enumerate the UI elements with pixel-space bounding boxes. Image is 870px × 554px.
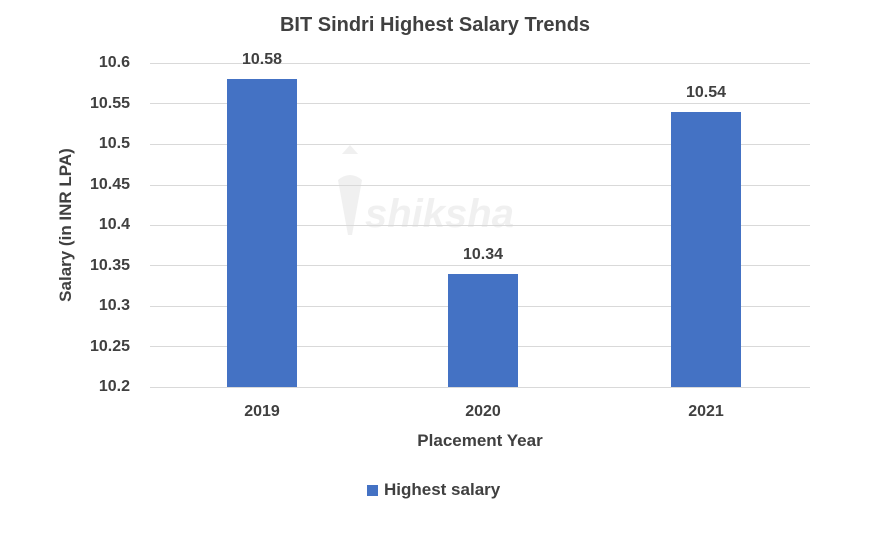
gridline (150, 225, 810, 226)
chart-title: BIT Sindri Highest Salary Trends (279, 14, 591, 36)
y-tick-label: 10.6 (98, 54, 130, 71)
x-tick-label: 2019 (244, 403, 280, 420)
watermark: shiksha (330, 140, 514, 245)
legend: Highest salary (367, 480, 500, 500)
y-tick-label: 10.25 (89, 337, 130, 355)
gridline (150, 63, 810, 64)
data-label: 10.58 (241, 51, 283, 69)
legend-swatch-icon (367, 484, 378, 496)
y-tick-label: 10.2 (98, 378, 130, 395)
gridline (150, 185, 810, 186)
x-tick-label: 2020 (465, 403, 501, 420)
bar-2021 (671, 111, 741, 387)
y-tick-label: 10.4 (98, 216, 130, 233)
y-tick-label: 10.3 (98, 297, 130, 314)
gridline (150, 265, 810, 266)
legend-label: Highest salary (384, 480, 501, 499)
shiksha-logo-icon (338, 145, 362, 235)
x-tick-label: 2021 (688, 403, 724, 420)
bar-2019 (227, 79, 297, 387)
bar-2020 (448, 273, 518, 387)
data-label: 10.54 (685, 83, 727, 101)
gridline (150, 144, 810, 145)
gridline (150, 387, 810, 388)
x-axis-label: Placement Year (417, 431, 543, 450)
y-tick-label: 10.35 (89, 256, 130, 274)
y-tick-label: 10.45 (89, 175, 130, 193)
y-tick-label: 10.55 (89, 94, 130, 112)
y-tick-label: 10.5 (98, 135, 130, 152)
data-label: 10.34 (462, 245, 504, 263)
watermark-text: shiksha (365, 192, 514, 236)
gridline (150, 103, 810, 104)
